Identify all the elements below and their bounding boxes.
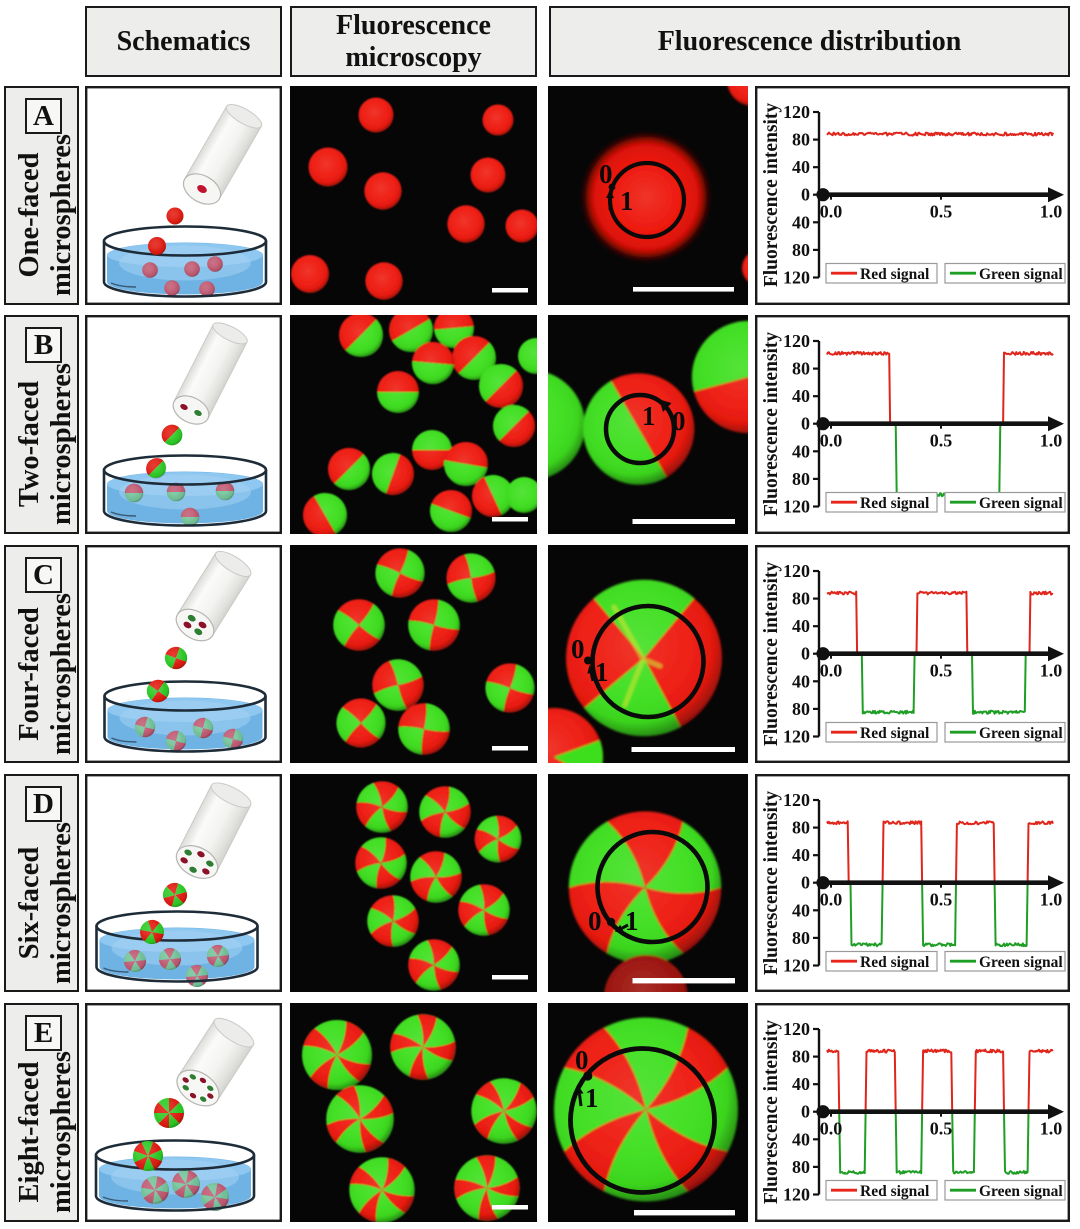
svg-text:0: 0 [672,406,686,436]
svg-text:120: 120 [783,561,810,581]
svg-text:80: 80 [792,359,810,379]
svg-text:1.0: 1.0 [1040,1119,1063,1139]
svg-text:40: 40 [792,386,810,406]
svg-text:80: 80 [792,928,810,948]
svg-text:1.0: 1.0 [1040,890,1063,910]
svg-text:Red signal: Red signal [860,1183,930,1200]
svg-text:0: 0 [588,906,602,936]
svg-text:120: 120 [783,102,810,122]
svg-text:Green signal: Green signal [979,495,1063,512]
svg-text:0: 0 [801,185,810,205]
svg-text:1: 1 [642,401,656,431]
svg-text:Fluorescence intensity: Fluorescence intensity [761,103,782,288]
svg-text:120: 120 [783,268,810,288]
svg-text:1: 1 [585,1083,599,1113]
svg-text:Green signal: Green signal [979,954,1063,971]
svg-text:Fluorescence intensity: Fluorescence intensity [761,332,782,517]
svg-text:Green signal: Green signal [979,725,1063,742]
svg-text:80: 80 [792,130,810,150]
svg-text:40: 40 [792,845,810,865]
svg-text:0: 0 [801,644,810,664]
svg-text:0.5: 0.5 [930,202,953,222]
svg-text:120: 120 [783,331,810,351]
svg-text:0.0: 0.0 [820,431,843,451]
svg-text:120: 120 [783,497,810,517]
svg-text:1.0: 1.0 [1040,431,1063,451]
svg-text:Red signal: Red signal [860,495,930,512]
svg-text:0: 0 [801,1102,810,1122]
svg-text:1: 1 [620,186,634,216]
svg-text:0: 0 [571,634,585,664]
svg-text:40: 40 [792,900,810,920]
svg-text:Red signal: Red signal [860,725,930,742]
svg-text:40: 40 [792,1074,810,1094]
svg-text:Fluorescence intensity: Fluorescence intensity [761,791,782,976]
svg-text:120: 120 [783,1019,810,1039]
svg-text:1: 1 [595,657,609,687]
svg-text:0.0: 0.0 [820,202,843,222]
svg-text:Red signal: Red signal [860,954,930,971]
svg-text:0.0: 0.0 [820,1119,843,1139]
svg-text:Green signal: Green signal [979,266,1063,283]
svg-text:40: 40 [792,671,810,691]
svg-text:Red signal: Red signal [860,266,930,283]
svg-text:80: 80 [792,1047,810,1067]
svg-text:40: 40 [792,157,810,177]
svg-text:0.0: 0.0 [820,890,843,910]
svg-text:1: 1 [625,906,639,936]
svg-text:120: 120 [783,727,810,747]
svg-text:0.5: 0.5 [930,431,953,451]
svg-text:Fluorescence intensity: Fluorescence intensity [761,562,782,747]
svg-text:0.5: 0.5 [930,890,953,910]
svg-text:40: 40 [792,1129,810,1149]
svg-text:0: 0 [575,1045,589,1075]
svg-text:40: 40 [792,212,810,232]
svg-text:1.0: 1.0 [1040,661,1063,681]
svg-text:120: 120 [783,956,810,976]
svg-text:0.0: 0.0 [820,661,843,681]
svg-text:80: 80 [792,240,810,260]
svg-text:0.5: 0.5 [930,661,953,681]
svg-text:Green signal: Green signal [979,1183,1063,1200]
svg-text:120: 120 [783,1185,810,1205]
svg-text:0.5: 0.5 [930,1119,953,1139]
svg-text:80: 80 [792,469,810,489]
svg-text:80: 80 [792,699,810,719]
svg-text:40: 40 [792,616,810,636]
svg-text:80: 80 [792,589,810,609]
svg-text:0: 0 [801,414,810,434]
svg-text:0: 0 [599,159,613,189]
svg-text:Fluorescence intensity: Fluorescence intensity [761,1020,782,1205]
svg-text:120: 120 [783,790,810,810]
svg-text:40: 40 [792,441,810,461]
svg-text:80: 80 [792,818,810,838]
svg-text:0: 0 [801,873,810,893]
svg-text:1.0: 1.0 [1040,202,1063,222]
svg-text:80: 80 [792,1157,810,1177]
